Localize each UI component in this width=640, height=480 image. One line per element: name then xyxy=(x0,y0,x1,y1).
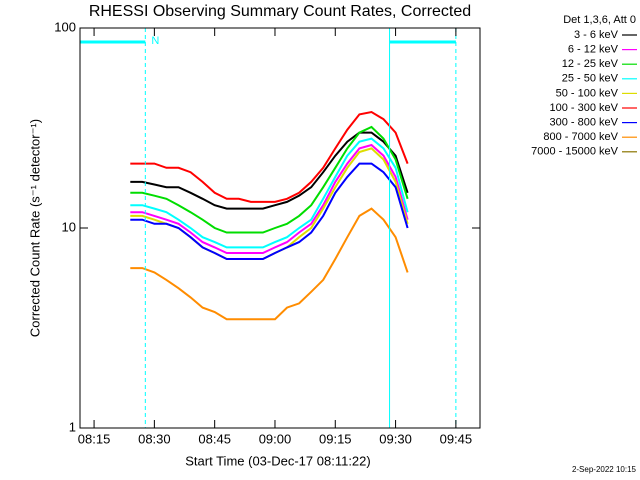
legend-label: 300 - 800 keV xyxy=(550,117,619,129)
legend-label: 100 - 300 keV xyxy=(550,102,619,114)
y-tick-label: 100 xyxy=(54,19,76,34)
legend-label: 7000 - 15000 keV xyxy=(531,146,619,158)
series-line xyxy=(130,162,409,260)
series-line xyxy=(130,143,409,254)
legend-label: 12 - 25 keV xyxy=(562,58,619,70)
legend-label: 6 - 12 keV xyxy=(568,44,619,56)
footer: 2-Sep-2022 10:15 xyxy=(572,465,637,474)
series-line xyxy=(130,110,409,203)
y-tick-label: 10 xyxy=(62,219,76,234)
series-line xyxy=(130,207,409,321)
y-axis-label: Corrected Count Rate (s⁻¹ detector⁻¹) xyxy=(27,119,42,337)
legend-title: Det 1,3,6, Att 0 xyxy=(563,14,636,26)
interval-label: N xyxy=(151,35,159,47)
x-tick-label: 09:00 xyxy=(259,431,292,446)
x-tick-label: 09:15 xyxy=(319,431,352,446)
legend-label: 50 - 100 keV xyxy=(556,87,619,99)
x-tick-label: 09:30 xyxy=(379,431,412,446)
x-axis-label: Start Time (03-Dec-17 08:11:22) xyxy=(185,453,370,468)
chart-title: RHESSI Observing Summary Count Rates, Co… xyxy=(89,3,471,20)
series-line xyxy=(130,147,409,260)
plot-frame xyxy=(79,27,481,429)
series-line xyxy=(130,137,409,249)
x-tick-label: 08:30 xyxy=(138,431,171,446)
y-tick-label: 1 xyxy=(69,419,76,434)
legend-label: 800 - 7000 keV xyxy=(543,131,618,143)
series-line xyxy=(130,125,409,234)
x-tick-label: 09:45 xyxy=(440,431,473,446)
x-tick-label: 08:45 xyxy=(198,431,231,446)
legend-label: 25 - 50 keV xyxy=(562,73,619,85)
legend-label: 3 - 6 keV xyxy=(574,29,619,41)
x-tick-label: 08:15 xyxy=(78,431,111,446)
series-line xyxy=(130,131,409,210)
